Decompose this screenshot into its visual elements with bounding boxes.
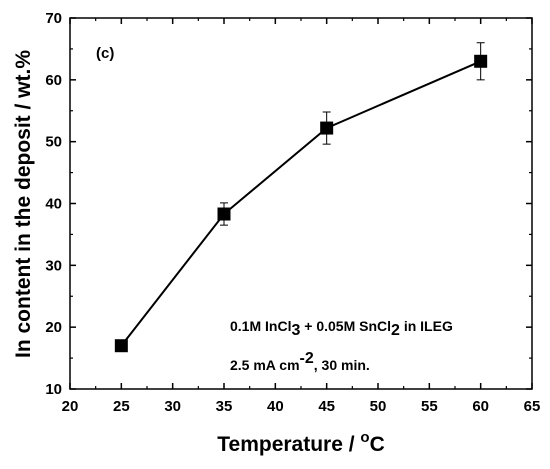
data-point xyxy=(474,54,488,68)
x-tick-label: 60 xyxy=(472,398,489,415)
x-tick-label: 25 xyxy=(113,398,130,415)
x-axis-title-sup: o xyxy=(360,429,369,446)
x-tick-label: 50 xyxy=(370,398,387,415)
annotation-text: in ILEG xyxy=(400,318,453,334)
panel-label: (c) xyxy=(96,45,114,62)
x-tick-label: 20 xyxy=(62,398,79,415)
y-tick-label: 20 xyxy=(45,319,62,336)
annotation-text: + 0.05M SnCl xyxy=(300,318,391,334)
x-tick-label: 65 xyxy=(524,398,541,415)
data-point xyxy=(320,121,334,135)
x-tick-label: 40 xyxy=(267,398,284,415)
series-line xyxy=(120,60,482,347)
data-point xyxy=(114,339,128,353)
x-tick-label: 35 xyxy=(216,398,233,415)
y-tick-label: 60 xyxy=(45,72,62,89)
annotation-conditions: 2.5 mA cm-2, 30 min. xyxy=(230,350,370,373)
x-tick-label: 30 xyxy=(164,398,181,415)
y-tick-label: 40 xyxy=(45,196,62,213)
y-tick-label: 30 xyxy=(45,257,62,274)
annotation-text: , 30 min. xyxy=(314,357,370,373)
x-tick-label: 55 xyxy=(421,398,438,415)
data-series xyxy=(114,42,488,353)
x-tick-label: 45 xyxy=(318,398,335,415)
annotation-subscript: 3 xyxy=(291,322,300,339)
y-tick-label: 70 xyxy=(45,10,62,27)
annotation-composition: 0.1M InCl3 + 0.05M SnCl2 in ILEG xyxy=(230,318,453,339)
y-tick-label: 10 xyxy=(45,381,62,398)
annotation-supscript: -2 xyxy=(300,350,314,367)
y-tick-label: 50 xyxy=(45,134,62,151)
x-axis-title-unit: C xyxy=(370,433,385,456)
x-axis-title: Temperature / oC xyxy=(217,429,385,456)
annotation-subscript: 2 xyxy=(391,322,400,339)
data-point xyxy=(217,207,231,221)
x-axis-title-main: Temperature / xyxy=(217,433,360,456)
annotation-text: 2.5 mA cm xyxy=(230,357,300,373)
annotation-text: 0.1M InCl xyxy=(230,318,291,334)
y-axis-title: In content in the deposit / wt.% xyxy=(12,50,35,358)
